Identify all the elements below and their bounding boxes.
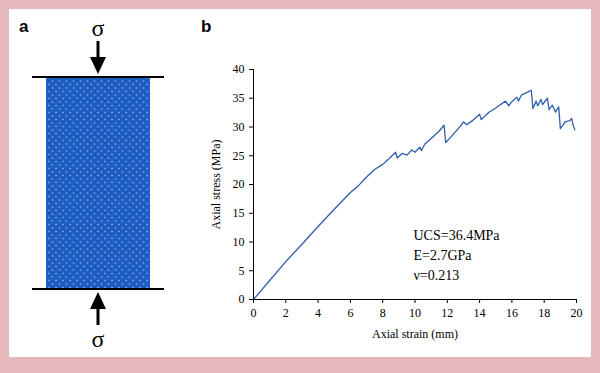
svg-text:4: 4 [315,306,321,320]
svg-text:14: 14 [474,306,486,320]
svg-text:25: 25 [233,149,245,163]
svg-text:18: 18 [538,306,550,320]
svg-text:10: 10 [409,306,421,320]
svg-text:2: 2 [283,306,289,320]
svg-text:0: 0 [239,292,245,306]
svg-text:40: 40 [233,62,245,76]
svg-text:E=2.7GPa: E=2.7GPa [414,248,473,263]
svg-text:UCS=36.4MPa: UCS=36.4MPa [414,228,501,243]
svg-text:20: 20 [571,306,583,320]
svg-text:35: 35 [233,91,245,105]
svg-text:16: 16 [506,306,518,320]
svg-text:10: 10 [233,235,245,249]
svg-text:0: 0 [251,306,257,320]
svg-text:5: 5 [239,264,245,278]
svg-text:30: 30 [233,120,245,134]
html-text:a: a [19,17,29,36]
svg-text:15: 15 [233,206,245,220]
svg-text:ν=0.213: ν=0.213 [414,268,460,283]
svg-text:8: 8 [380,306,386,320]
svg-text:Axial stress (MPa): Axial stress (MPa) [209,140,223,230]
svg-text:12: 12 [441,306,453,320]
html-text:b: b [201,17,212,36]
svg-text:20: 20 [233,177,245,191]
svg-text:σ: σ [92,326,105,352]
svg-text:6: 6 [347,306,353,320]
svg-text:σ: σ [92,15,105,41]
svg-text:Axial strain (mm): Axial strain (mm) [372,327,458,341]
